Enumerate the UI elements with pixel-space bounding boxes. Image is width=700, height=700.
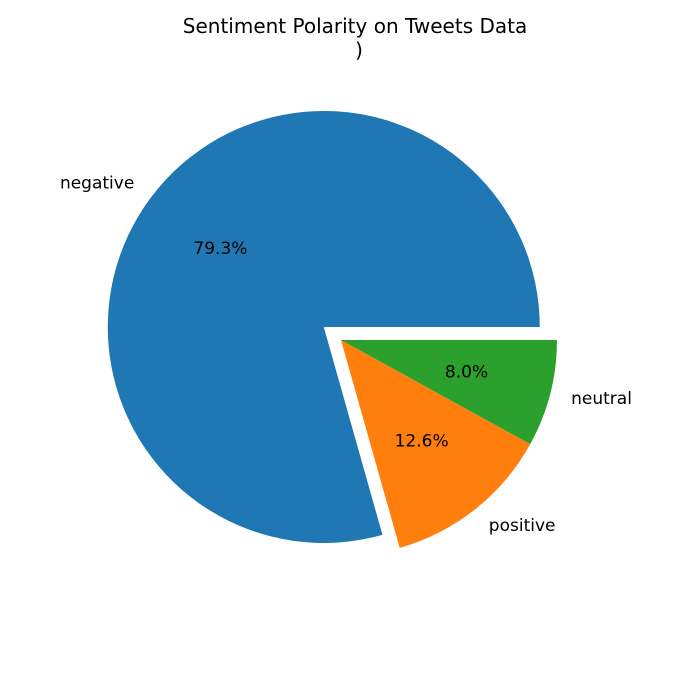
percent-label-neutral: 8.0% [445, 362, 488, 382]
chart-title: Sentiment Polarity on Tweets Data [183, 14, 527, 38]
pie-slices [107, 110, 557, 548]
slice-label-positive: positive [489, 516, 556, 536]
chart-subtitle: ) [355, 38, 363, 62]
pie-labels: negative 79.3% positive 12.6% neutral 8.0% [60, 174, 632, 536]
pie-slice-negative [107, 110, 540, 543]
pie-slice-positive [341, 340, 531, 548]
percent-label-negative: 79.3% [193, 239, 247, 259]
pie-slice-neutral [341, 340, 557, 445]
slice-label-neutral: neutral [571, 389, 632, 409]
slice-label-negative: negative [60, 174, 134, 194]
percent-label-positive: 12.6% [395, 431, 449, 451]
